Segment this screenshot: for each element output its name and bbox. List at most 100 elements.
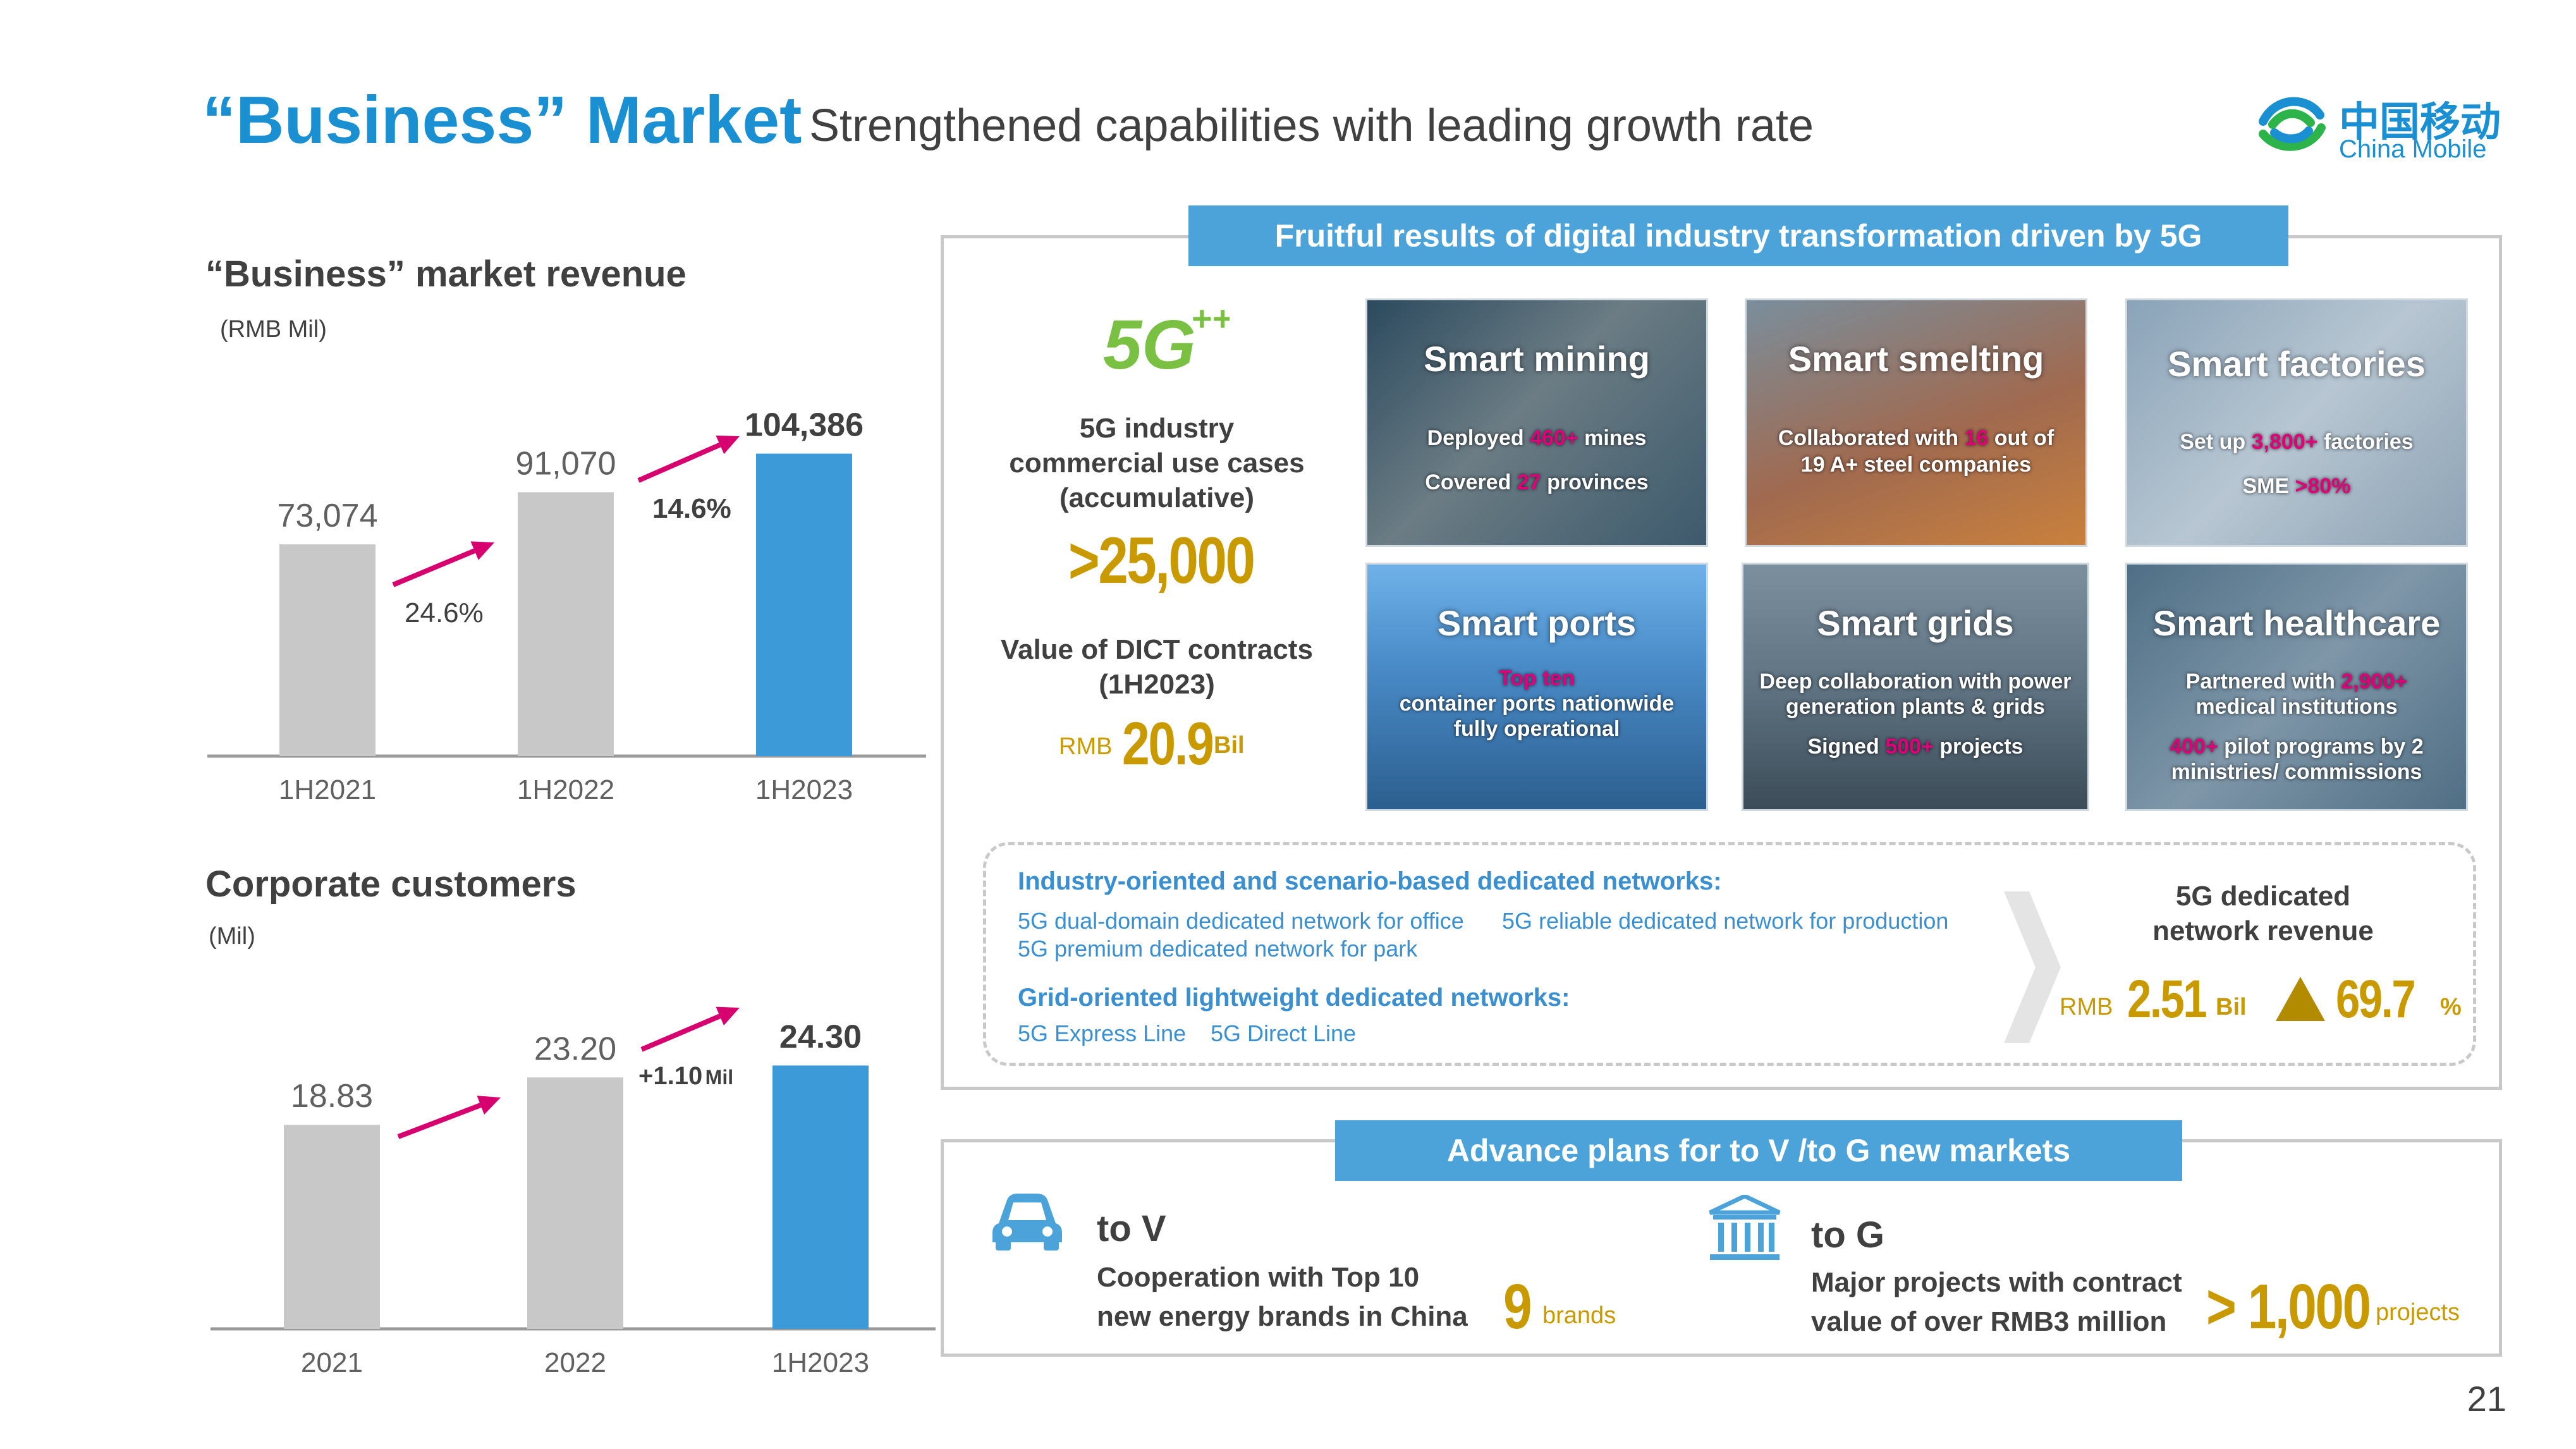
highlight: 16 [1964,426,1989,450]
smart-mining-line-2: Covered 27 provinces [1367,470,1706,496]
dict-prefix: RMB [1059,733,1113,760]
smart-grids-tile: Smart grids Deep collaboration with powe… [1742,563,2089,811]
dedicated-networks-box [983,842,2476,1066]
bar-2022 [527,1077,623,1329]
bar-1H2023 [772,1065,869,1329]
growth-arrow-2-line [640,1013,721,1052]
china-mobile-logo-icon [2259,97,2326,151]
customers-chart-title: Corporate customers [205,864,577,905]
to-v-unit: brands [1542,1302,1616,1329]
customers-growth-value: +1.10 [638,1062,703,1090]
data-label-2022: 23.20 [534,1030,616,1067]
smart-ports-title: Smart ports [1437,603,1637,643]
smart-healthcare-title: Smart healthcare [2152,603,2441,643]
revenue-chart-unit: (RMB Mil) [220,316,327,343]
smart-healthcare-line-2: medical institutions [2195,695,2398,719]
dict-label-line-2: (1H2023) [1099,669,1215,700]
bar-1H2022 [518,492,614,756]
smart-factories-line-2: SME >80% [2127,474,2466,499]
growth-arrow-1-line [397,1103,482,1139]
text: mines [1578,426,1647,450]
customers-growth-unit: Mil [705,1066,734,1089]
growth-arrow-1-head [470,541,494,560]
government-building-icon [1709,1195,1781,1260]
highlight: 27 [1517,470,1541,494]
text: Set up [2180,430,2252,454]
network-revenue-label: 5G dedicated network revenue [2086,879,2440,948]
smart-ports-line-1: Top ten [1367,666,1706,692]
networks-heading-1: Industry-oriented and scenario-based ded… [1018,867,1722,895]
smart-factories-line-1: Set up 3,800+ factories [2127,429,2466,455]
text: pilot programs by 2 [2218,735,2424,759]
smart-healthcare-tile: Smart healthcare Partnered with 2,900+ m… [2125,563,2468,811]
to-v-value: 9 [1503,1271,1532,1342]
text: projects [1933,735,2024,759]
to-g-value: > 1,000 [2206,1271,2371,1342]
use-cases-label-line-2: commercial use cases [1009,448,1305,479]
text: Covered [1425,470,1517,494]
bar-1H2023 [756,453,852,756]
network-revenue-value: 2.51 [2127,969,2207,1029]
customers-growth-label: +1.10 Mil [638,1062,733,1091]
highlight: Top ten [1498,666,1575,690]
smart-grids-line-2: generation plants & grids [1786,695,2045,719]
growth-arrow-2-head [716,1006,740,1026]
highlight: >80% [2295,474,2351,498]
growth-arrow-2-head [716,435,740,455]
smart-healthcare-line-4: ministries/ commissions [2171,760,2422,784]
chevron-right-icon [2004,891,2061,1043]
revenue-growth-label-2: 14.6% [652,493,731,524]
page-subtitle: Strengthened capabilities with leading g… [809,101,1814,151]
tick-label-1H2021: 1H2021 [279,774,376,805]
tick-label-1H2023: 1H2023 [755,774,853,805]
tick-label-2022: 2022 [544,1347,606,1378]
dict-label-line-1: Value of DICT contracts [1001,634,1313,665]
network-item-production: 5G reliable dedicated network for produc… [1502,908,1949,934]
text: factories [2317,430,2414,454]
highlight: 460+ [1530,426,1578,450]
use-cases-label-line-1: 5G industry [1079,413,1235,444]
dict-unit: Bil [1214,732,1245,759]
highlight: 500+ [1885,735,1934,759]
network-growth-unit: % [2440,994,2462,1020]
smart-ports-line-3: fully operational [1453,717,1620,741]
network-revenue-label-line-1: 5G dedicated [2175,881,2351,912]
growth-arrow-1-head [477,1096,501,1115]
page-title: “Business” Market [202,83,802,157]
tick-label-1H2022: 1H2022 [517,774,614,805]
dict-value: 20.9 [1122,710,1214,778]
smart-factories-title: Smart factories [2168,344,2426,384]
to-g-description: Major projects with contract value of ov… [1811,1263,2182,1341]
to-g-label: to G [1811,1214,1884,1256]
to-v-description: Cooperation with Top 10 new energy brand… [1097,1258,1468,1336]
text: out of [1988,426,2054,450]
to-g-unit: projects [2376,1299,2460,1326]
smart-grids-title: Smart grids [1817,603,2014,643]
use-cases-value: >25,000 [1068,524,1255,597]
smart-mining-title: Smart mining [1424,339,1650,379]
highlight: 3,800+ [2251,430,2318,454]
revenue-bar-chart: 73,074 1H2021 91,070 1H2022 104,386 1H2023 [207,407,926,805]
data-label-1H2022: 91,070 [515,446,616,482]
use-cases-label: 5G industry commercial use cases (accumu… [986,411,1328,515]
text: SME [2242,474,2295,498]
smart-mining-tile: Smart mining Deployed 460+ mines Covered… [1365,298,1708,547]
page-number: 21 [2467,1379,2506,1419]
smart-factories-tile: Smart factories Set up 3,800+ factories … [2125,298,2468,547]
text: Collaborated with [1778,426,1965,450]
svg-text:++: ++ [1192,302,1230,338]
smart-smelting-line-1: Collaborated with 16 out of [1747,425,2085,451]
network-item-park: 5G premium dedicated network for park [1018,936,1418,962]
data-label-2021: 18.83 [291,1078,373,1115]
to-g-description-line-2: value of over RMB3 million [1811,1305,2167,1337]
data-label-1H2023: 104,386 [745,407,864,444]
data-label-1H2023: 24.30 [779,1018,862,1055]
growth-arrow-1-line [392,548,476,587]
dict-label: Value of DICT contracts (1H2023) [986,632,1328,702]
networks-heading-2: Grid-oriented lightweight dedicated netw… [1018,984,1570,1012]
smart-ports-line-2: container ports nationwide [1399,692,1675,716]
text: Signed [1807,735,1886,759]
network-revenue-prefix: RMB [2060,994,2113,1020]
revenue-chart-title: “Business” market revenue [205,254,687,295]
text: Partnered with [2185,669,2341,694]
